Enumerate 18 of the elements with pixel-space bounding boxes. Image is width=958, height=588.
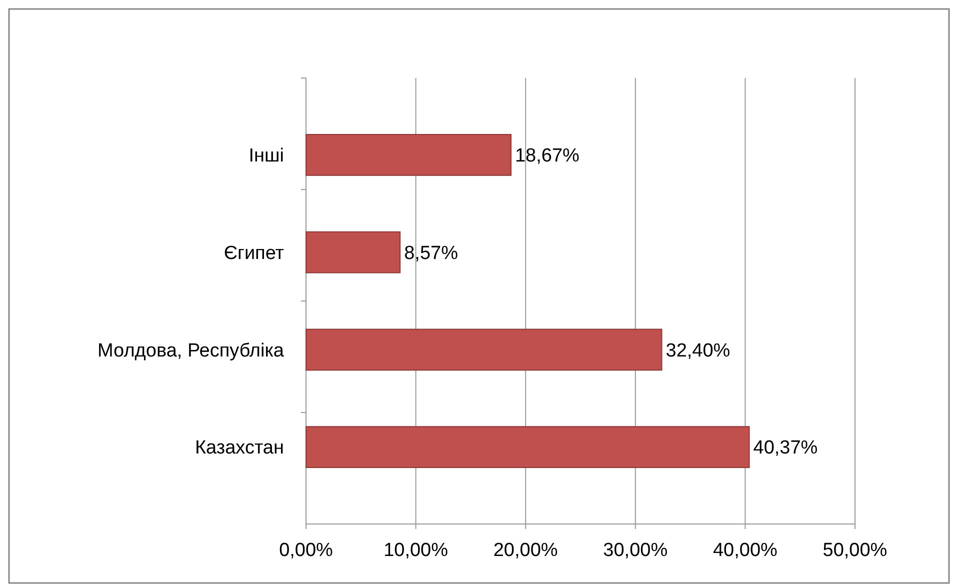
- y-tick-label: Казахстан: [194, 438, 284, 459]
- x-tick-label: 40,00%: [712, 540, 778, 561]
- bar: [306, 134, 512, 176]
- y-tick-label: Єгипет: [224, 242, 284, 264]
- x-tick-label: 50,00%: [822, 540, 888, 561]
- data-label: 8,57%: [404, 242, 458, 264]
- data-label: 32,40%: [666, 340, 730, 362]
- bar: [306, 231, 401, 274]
- x-tick-label: 10,00%: [384, 540, 448, 561]
- bar: [306, 328, 662, 371]
- x-tick-label: 30,00%: [603, 540, 668, 561]
- y-tick-label: Інші: [248, 146, 284, 167]
- x-tick-label: 0,00%: [279, 540, 334, 561]
- data-label: 40,37%: [753, 438, 818, 459]
- bar: [306, 426, 750, 468]
- data-label: 18,67%: [514, 146, 580, 167]
- y-tick-label: Молдова, Республіка: [98, 340, 284, 362]
- x-tick-label: 20,00%: [493, 540, 558, 561]
